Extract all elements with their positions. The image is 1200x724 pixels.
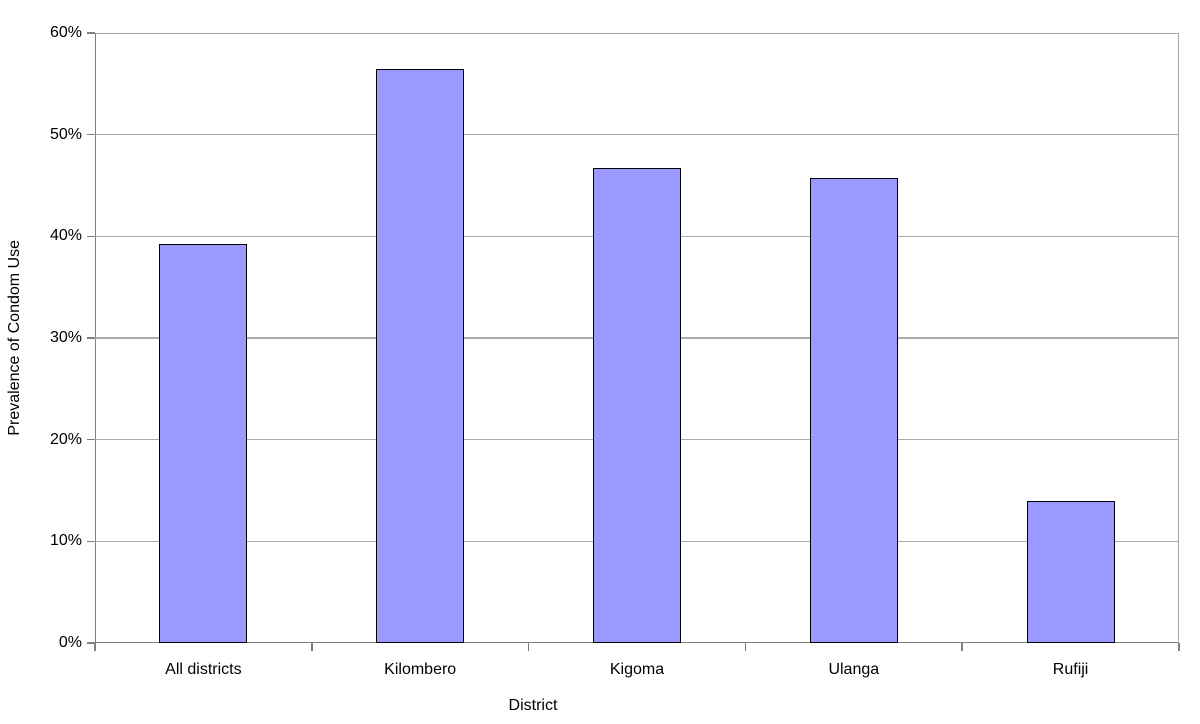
x-axis-tick [311,643,313,651]
x-category-label: Rufiji [1052,661,1089,678]
bar-kilombero [376,68,465,643]
bar-kigoma [593,168,681,643]
x-category-label: Kigoma [609,661,665,678]
y-tick-label: 40% [49,227,82,245]
y-axis-tick [87,337,95,339]
y-tick-label: 20% [49,430,82,448]
x-axis-tick [1178,643,1180,651]
y-tick-label: 50% [49,125,82,143]
bar-ulanga [809,178,898,643]
y-tick-label: 60% [49,24,82,41]
x-axis-tick [961,643,963,651]
y-axis-tick [87,235,95,238]
x-category-label: Ulanga [828,661,880,678]
y-axis-tick [87,438,95,441]
x-axis-tick [744,643,747,651]
gridline [95,133,1179,136]
x-axis-tick [527,643,530,651]
x-axis-tick [94,643,96,651]
y-axis-tick [87,32,95,34]
bar-rufiji [1026,500,1115,643]
x-axis-title: District [508,697,558,714]
y-axis-tick [87,642,95,644]
y-axis-tick [87,540,95,543]
y-axis-tick [87,133,95,136]
x-category-label: All districts [165,661,242,678]
y-tick-label: 10% [49,532,82,550]
y-tick-label: 30% [49,329,82,346]
bar-all-districts [159,244,248,643]
y-tick-label: 0% [58,634,82,651]
x-category-label: Kilombero [384,661,457,678]
